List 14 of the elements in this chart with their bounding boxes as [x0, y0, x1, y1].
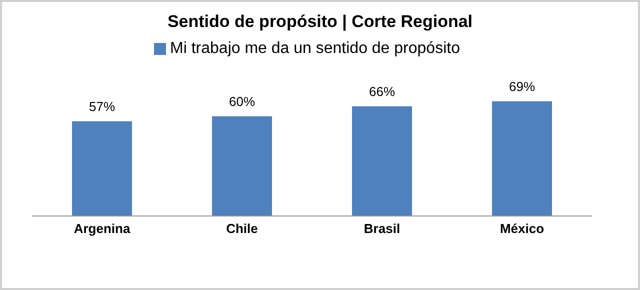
bar [72, 121, 132, 216]
x-tick-label: Chile [226, 221, 258, 236]
data-label: 60% [228, 94, 256, 110]
bar [352, 106, 412, 216]
chart-title: Sentido de propósito | Corte Regional [166, 12, 474, 33]
bar [212, 116, 272, 216]
x-tick-label: Brasil [364, 221, 400, 236]
data-label: 66% [368, 84, 396, 100]
data-label: 69% [508, 79, 536, 94]
bar [492, 101, 552, 216]
data-label: 57% [88, 99, 116, 114]
legend-label: Mi trabajo me da un sentido de propósito [170, 40, 460, 57]
x-tick-label: Argenina [74, 221, 131, 236]
x-tick-label: México [500, 221, 544, 236]
